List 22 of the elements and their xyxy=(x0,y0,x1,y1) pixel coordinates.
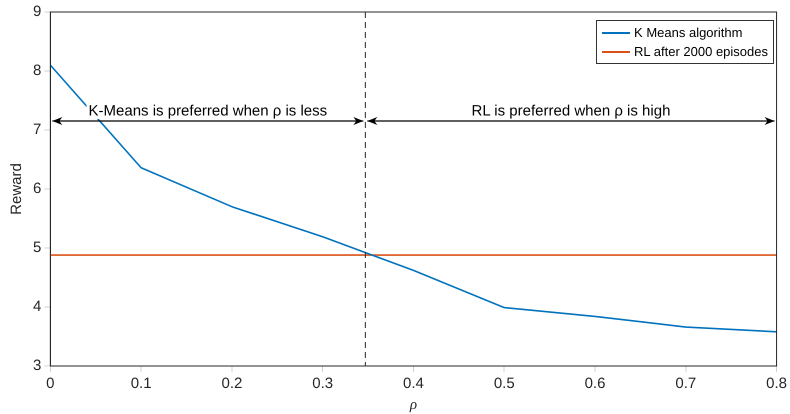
x-tick-label: 0.5 xyxy=(494,375,515,392)
annotation: K-Means is preferred when ρ is less xyxy=(88,102,328,120)
x-tick-label: 0.4 xyxy=(403,375,424,392)
x-tick-label: 0.1 xyxy=(130,375,152,392)
y-tick-label: 6 xyxy=(33,180,42,198)
x-tick-label: 0.8 xyxy=(766,375,788,392)
legend-label: RL after 2000 episodes xyxy=(634,44,768,59)
x-tick-label: 0.7 xyxy=(675,375,696,392)
annotation: RL is preferred when ρ is high xyxy=(472,102,670,120)
x-tick-label: 0.2 xyxy=(221,375,242,392)
x-tick-label: 0 xyxy=(46,375,55,392)
x-tick-label: 0.6 xyxy=(584,375,606,392)
x-axis-title: ρ xyxy=(408,396,418,413)
y-tick-label: 8 xyxy=(33,62,42,80)
y-tick-label: 3 xyxy=(33,357,42,374)
legend-label: K Means algorithm xyxy=(634,25,742,40)
x-tick-label: 0.3 xyxy=(312,375,334,392)
y-tick-label: 9 xyxy=(33,3,42,20)
y-tick-label: 7 xyxy=(33,121,42,138)
y-tick-label: 4 xyxy=(33,298,42,316)
y-axis-title: Reward xyxy=(8,163,26,215)
y-tick-label: 5 xyxy=(33,239,42,256)
